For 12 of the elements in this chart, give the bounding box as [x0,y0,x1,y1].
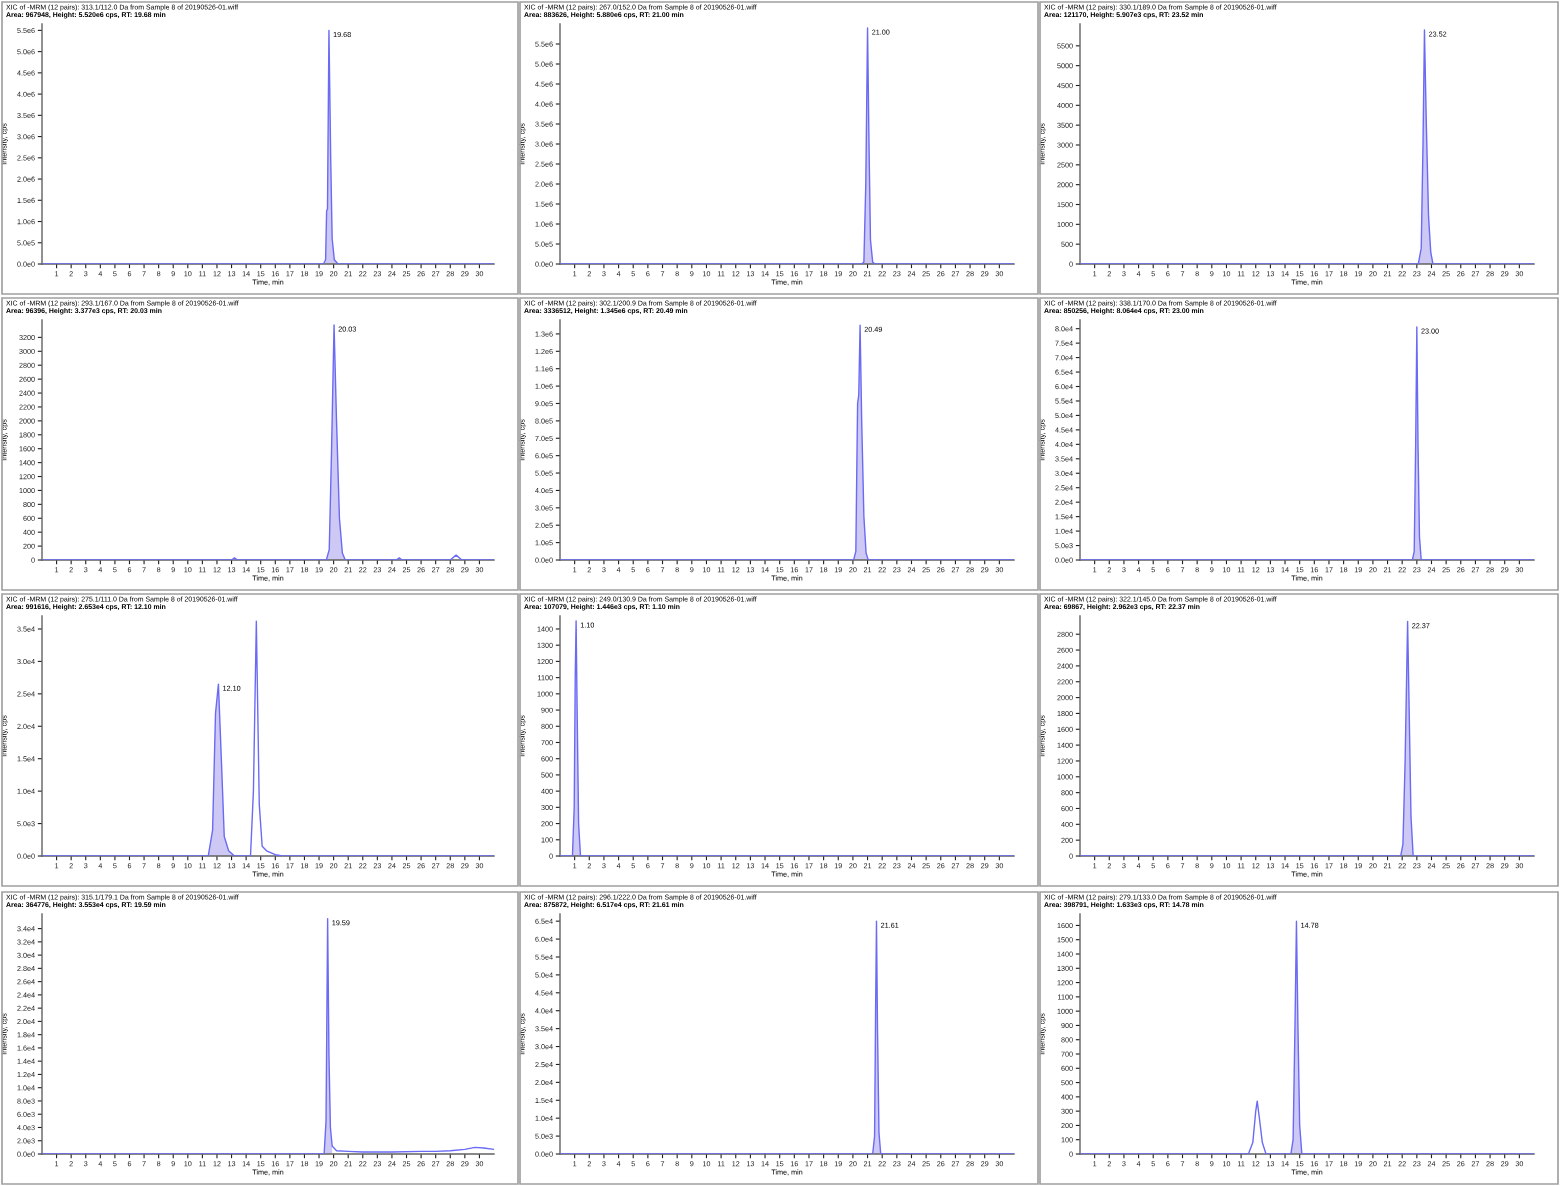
line-series [1080,920,1534,1154]
line-series [560,27,1014,264]
line-series [42,917,494,1154]
line-series [560,324,1014,560]
line-series [1080,29,1534,264]
line-series [42,29,494,264]
line-series [42,620,494,856]
line-series [42,324,494,560]
line-series [560,620,1014,856]
line-series [560,920,1014,1154]
line-series [1080,620,1534,856]
line-series [1080,326,1534,560]
